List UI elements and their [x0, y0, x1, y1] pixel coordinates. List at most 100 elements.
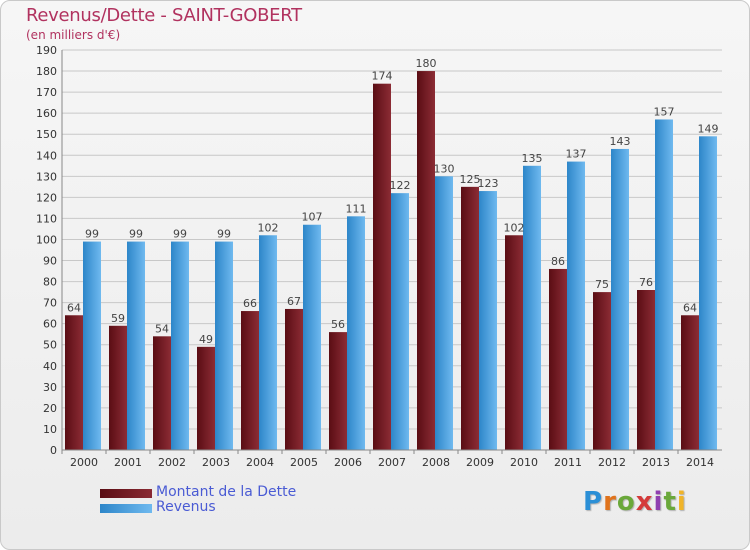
debt-bar: [109, 325, 127, 450]
revenue-bar: [699, 136, 717, 450]
debt-bar: [373, 83, 391, 451]
debt-value-label: 174: [372, 70, 393, 83]
x-tick-label: 2003: [202, 456, 230, 469]
legend-swatch-debt: [100, 489, 152, 498]
chart-subtitle: (en milliers d'€): [26, 28, 121, 42]
y-tick-label: 110: [36, 212, 57, 225]
x-tick-label: 2000: [70, 456, 98, 469]
debt-value-label: 66: [243, 297, 257, 310]
debt-bar: [197, 346, 215, 450]
debt-bar: [461, 186, 479, 450]
revenue-bar: [347, 216, 365, 450]
revenue-value-label: 122: [390, 179, 411, 192]
debt-bar: [593, 292, 611, 450]
y-tick-label: 120: [36, 191, 57, 204]
y-tick-label: 0: [50, 444, 57, 457]
y-tick-label: 20: [43, 402, 57, 415]
debt-value-label: 56: [331, 318, 345, 331]
x-tick-label: 2006: [334, 456, 362, 469]
revenue-bar: [127, 241, 145, 450]
y-tick-label: 80: [43, 276, 57, 289]
x-tick-label: 2013: [642, 456, 670, 469]
revenue-value-label: 107: [302, 211, 323, 224]
revenue-value-label: 130: [434, 162, 455, 175]
debt-bar: [549, 268, 567, 450]
debt-value-label: 49: [199, 333, 213, 346]
revenue-bar: [479, 191, 497, 451]
debt-value-label: 102: [504, 221, 525, 234]
x-tick-label: 2007: [378, 456, 406, 469]
debt-value-label: 64: [683, 301, 697, 314]
revenue-bar: [215, 241, 233, 450]
revenue-bar: [611, 148, 629, 450]
y-tick-label: 180: [36, 65, 57, 78]
debt-value-label: 67: [287, 295, 301, 308]
revenue-bar: [391, 193, 409, 450]
revenue-bar: [83, 241, 101, 450]
revenue-value-label: 99: [217, 228, 231, 241]
x-tick-label: 2011: [554, 456, 582, 469]
revenue-bar: [567, 161, 585, 450]
x-tick-label: 2002: [158, 456, 186, 469]
debt-value-label: 54: [155, 322, 169, 335]
revenue-value-label: 137: [566, 148, 587, 161]
debt-bar: [637, 290, 655, 450]
revenue-value-label: 99: [85, 228, 99, 241]
y-tick-label: 160: [36, 107, 57, 120]
debt-value-label: 86: [551, 255, 565, 268]
chart-title: Revenus/Dette - SAINT-GOBERT: [26, 5, 302, 26]
revenue-bar: [171, 241, 189, 450]
proxiti-logo: Proxiti: [583, 487, 687, 517]
x-tick-label: 2012: [598, 456, 626, 469]
y-tick-label: 190: [36, 44, 57, 57]
y-tick-label: 100: [36, 233, 57, 246]
y-tick-label: 170: [36, 86, 57, 99]
revenue-value-label: 102: [258, 221, 279, 234]
x-tick-label: 2014: [686, 456, 714, 469]
revenue-bar: [655, 119, 673, 450]
y-tick-label: 90: [43, 255, 57, 268]
debt-value-label: 76: [639, 276, 653, 289]
debt-bar: [681, 315, 699, 450]
revenue-value-label: 123: [478, 177, 499, 190]
debt-bar: [505, 235, 523, 450]
debt-value-label: 64: [67, 301, 81, 314]
y-tick-label: 140: [36, 149, 57, 162]
debt-bar: [285, 308, 303, 450]
y-tick-label: 70: [43, 297, 57, 310]
x-tick-label: 2001: [114, 456, 142, 469]
revenue-value-label: 111: [346, 202, 367, 215]
x-tick-label: 2004: [246, 456, 274, 469]
y-tick-label: 130: [36, 170, 57, 183]
revenue-value-label: 99: [129, 228, 143, 241]
y-tick-label: 60: [43, 318, 57, 331]
debt-bar: [65, 315, 83, 450]
axis-layer: 0 10 20 30 40 50 60 70 80 90 100 110 120 130 140 150 160…: [36, 44, 722, 469]
x-tick-label: 2005: [290, 456, 318, 469]
debt-bar: [153, 336, 171, 450]
revenue-bar: [303, 224, 321, 450]
x-tick-label: 2010: [510, 456, 538, 469]
y-tick-label: 150: [36, 128, 57, 141]
y-tick-label: 50: [43, 339, 57, 352]
debt-bar: [329, 332, 347, 450]
revenue-value-label: 135: [522, 152, 543, 165]
revenue-value-label: 99: [173, 228, 187, 241]
y-tick-label: 30: [43, 381, 57, 394]
legend-label-debt: Montant de la Dette: [156, 484, 297, 500]
revenue-value-label: 143: [610, 135, 631, 148]
x-tick-label: 2009: [466, 456, 494, 469]
debt-bar: [241, 311, 259, 450]
revenue-bar: [259, 235, 277, 450]
legend-label-revenue: Revenus: [156, 499, 216, 515]
y-tick-label: 10: [43, 423, 57, 436]
revenue-value-label: 157: [654, 105, 675, 118]
revenue-bar: [523, 165, 541, 450]
debt-value-label: 180: [416, 57, 437, 70]
labels-layer: 64 99 59 99 54 99 49 99 66 102 67 107 56 111 174 122 180…: [67, 57, 719, 346]
debt-bar: [417, 71, 435, 450]
x-tick-label: 2008: [422, 456, 450, 469]
revenue-value-label: 149: [698, 122, 719, 135]
y-tick-label: 40: [43, 360, 57, 373]
